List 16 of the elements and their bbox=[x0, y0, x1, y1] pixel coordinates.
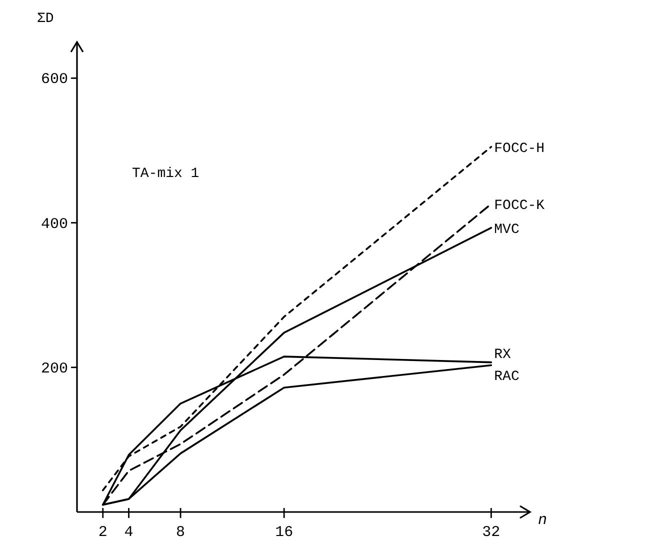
y-tick-label: 400 bbox=[40, 216, 68, 233]
series-label: FOCC-H bbox=[494, 140, 545, 157]
x-tick-label: 16 bbox=[275, 524, 294, 541]
y-axis-title: ΣD bbox=[37, 11, 54, 27]
series-label: RX bbox=[494, 346, 512, 363]
series-label: MVC bbox=[494, 222, 520, 238]
series-label: RAC bbox=[494, 368, 520, 385]
x-tick-label: 32 bbox=[482, 524, 500, 541]
annotation: TA-mix 1 bbox=[132, 166, 200, 182]
x-tick-label: 2 bbox=[98, 524, 108, 541]
x-tick-label: 4 bbox=[124, 524, 134, 541]
y-tick-label: 600 bbox=[40, 71, 68, 88]
x-axis-title: n bbox=[538, 512, 548, 529]
y-tick-label: 200 bbox=[40, 360, 68, 378]
series-label: FOCC-K bbox=[494, 198, 546, 214]
x-tick-label: 8 bbox=[176, 524, 186, 541]
